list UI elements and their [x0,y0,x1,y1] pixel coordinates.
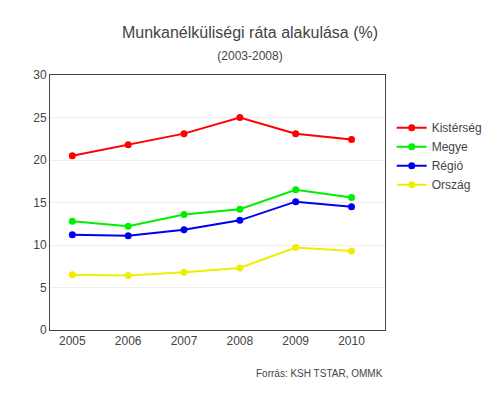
svg-text:2005: 2005 [59,334,86,348]
svg-text:Forrás: KSH TSTAR, OMMK: Forrás: KSH TSTAR, OMMK [256,368,383,379]
svg-text:2009: 2009 [282,334,309,348]
svg-text:Régió: Régió [432,159,464,173]
svg-text:Megye: Megye [432,140,468,154]
svg-text:15: 15 [33,196,47,210]
svg-text:(2003-2008): (2003-2008) [217,49,282,63]
svg-text:2006: 2006 [115,334,142,348]
svg-text:Kistérség: Kistérség [432,121,482,135]
svg-text:0: 0 [40,323,47,337]
svg-text:10: 10 [33,238,47,252]
svg-text:Ország: Ország [432,178,471,192]
svg-text:2007: 2007 [171,334,198,348]
svg-text:20: 20 [33,153,47,167]
svg-text:30: 30 [33,68,47,82]
svg-text:Munkanélküliségi ráta alakulás: Munkanélküliségi ráta alakulása (%) [122,24,378,41]
svg-text:2010: 2010 [338,334,365,348]
svg-text:25: 25 [33,111,47,125]
svg-text:2008: 2008 [226,334,253,348]
svg-text:5: 5 [40,281,47,295]
